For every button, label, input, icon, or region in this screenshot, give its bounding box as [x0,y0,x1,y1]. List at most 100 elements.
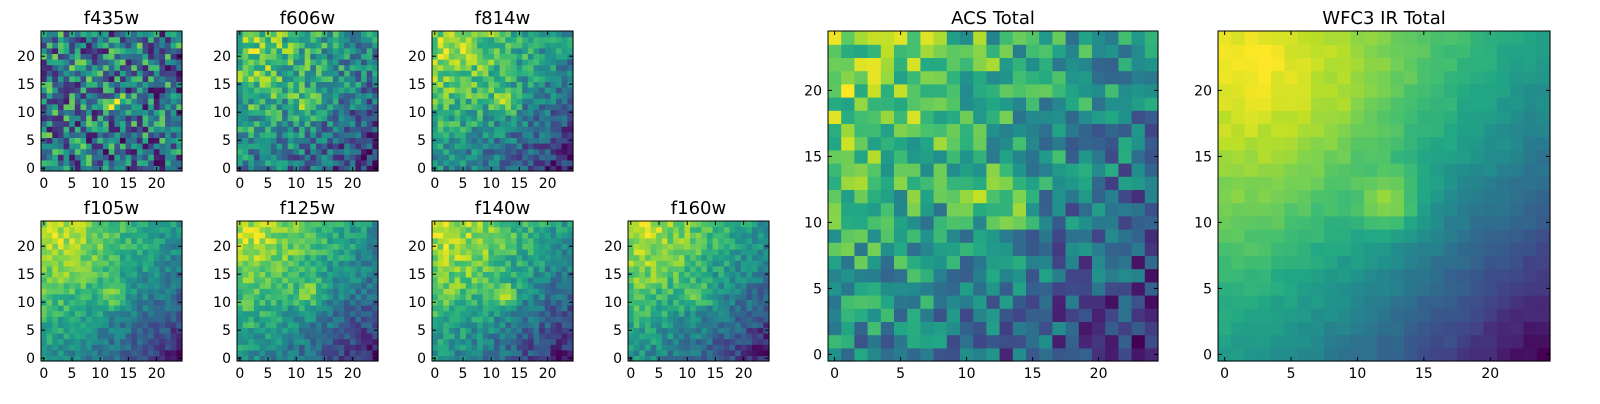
heatmap-cell [522,143,528,149]
heatmap-cell [58,121,64,127]
heatmap-cell [237,333,243,339]
heatmap-cell [361,109,367,115]
heatmap-cell [154,249,160,255]
heatmap-cell [483,137,489,143]
heatmap-cell [355,143,361,149]
heatmap-cell [80,160,86,166]
heatmap-cell [69,299,75,305]
heatmap-cell [449,65,455,71]
heatmap-cell [109,322,115,328]
heatmap-cell [634,294,640,300]
heatmap-cell [752,277,758,283]
heatmap-cell [299,294,305,300]
heatmap-cell [690,327,696,333]
heatmap-cell [137,232,143,238]
heatmap-cell [534,288,540,294]
heatmap-cell [126,227,132,233]
heatmap-cell [339,160,345,166]
heatmap-cell [539,37,545,43]
heatmap-cell [522,70,528,76]
heatmap-cell [545,70,551,76]
heatmap-cell [438,104,444,110]
heatmap-cell [288,143,294,149]
heatmap-cell [656,238,662,244]
heatmap-cell [103,238,109,244]
heatmap-cell [639,266,645,272]
heatmap-cell [327,232,333,238]
heatmap-cell [310,59,316,65]
heatmap-cell [460,271,466,277]
heatmap-cell [154,316,160,322]
heatmap-cell [528,87,534,93]
heatmap-cell [350,59,356,65]
heatmap-cell [333,288,339,294]
heatmap-cell [634,255,640,261]
heatmap-cell [696,249,702,255]
heatmap-cell [171,283,177,289]
heatmap-cell [282,227,288,233]
heatmap-cell [126,339,132,345]
heatmap-cell [327,299,333,305]
heatmap-cell [282,53,288,59]
heatmap-cell [237,322,243,328]
heatmap-cell [707,238,713,244]
heatmap-cell [449,87,455,93]
heatmap-cell [656,305,662,311]
heatmap-cell [254,339,260,345]
heatmap-cell [367,227,373,233]
heatmap-cell [1079,176,1093,190]
heatmap-cell [701,271,707,277]
heatmap-cell [1066,308,1080,322]
heatmap-cell [696,283,702,289]
heatmap-cell [276,126,282,132]
heatmap-cell [522,305,528,311]
heatmap-cell [894,150,908,164]
heatmap-cell [243,255,249,261]
heatmap-cell [517,260,523,266]
heatmap-cell [696,316,702,322]
heatmap-cell [934,269,948,283]
heatmap-cell [327,53,333,59]
heatmap-cell [947,321,961,335]
heatmap-cell [1013,295,1027,309]
heatmap-cell [350,333,356,339]
heatmap-cell [327,115,333,121]
heatmap-cell [471,294,477,300]
heatmap-cell [243,238,249,244]
heatmap-cell [293,121,299,127]
heatmap-cell [494,316,500,322]
heatmap-cell [1013,176,1027,190]
heatmap-cell [299,42,305,48]
heatmap-cell [690,266,696,272]
heatmap-cell [86,154,92,160]
heatmap-cell [288,81,294,87]
heatmap-cell [355,160,361,166]
heatmap-cell [305,143,311,149]
heatmap-cell [651,305,657,311]
heatmap-cell [707,221,713,227]
heatmap-cell [322,132,328,138]
heatmap-cell [327,70,333,76]
heatmap-cell [868,308,882,322]
heatmap-cell [960,216,974,230]
heatmap-cell [545,154,551,160]
heatmap-cell [438,255,444,261]
heatmap-cell [460,305,466,311]
heatmap-cell [471,277,477,283]
heatmap-cell [361,81,367,87]
heatmap-cell [986,308,1000,322]
heatmap-cell [713,255,719,261]
heatmap-cell [656,277,662,283]
heatmap-cell [701,294,707,300]
heatmap-cell [103,121,109,127]
heatmap-cell [154,305,160,311]
heatmap-cell [86,76,92,82]
heatmap-cell [171,299,177,305]
heatmap-cell [52,322,58,328]
heatmap-cell [460,327,466,333]
heatmap-cell [254,115,260,121]
heatmap-cell [52,238,58,244]
heatmap-cell [171,53,177,59]
heatmap-cell [265,59,271,65]
